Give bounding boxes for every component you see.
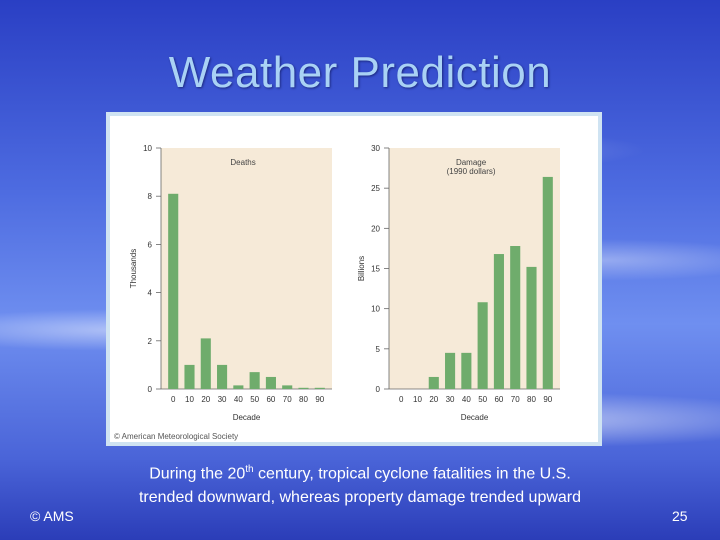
- damage-xtick-label: 0: [399, 395, 404, 404]
- damage-ytick-label: 25: [371, 184, 380, 193]
- deaths-xtick-label: 70: [283, 395, 292, 404]
- slide-title: Weather Prediction: [168, 48, 552, 97]
- figure-credit: © American Meteorological Society: [114, 432, 238, 441]
- deaths-xtick-label: 80: [299, 395, 308, 404]
- deaths-chart-title: Deaths: [230, 158, 255, 167]
- damage-bar: [428, 376, 439, 389]
- damage-bar: [493, 254, 504, 389]
- deaths-chart: 0 2 4 6 8 10 0 10 20 30 40 50 60 70 80 90 Deaths Decade Th…: [129, 144, 332, 422]
- deaths-ytick-label: 4: [148, 289, 153, 298]
- figure-frame: 0 2 4 6 8 10 0 10 20 30 40 50 60 70 80 90 Deaths Decade Th…: [106, 112, 602, 446]
- damage-xtick-label: 20: [429, 395, 438, 404]
- damage-bar: [461, 352, 472, 389]
- deaths-ytick-label: 10: [143, 144, 152, 153]
- damage-chart-title: Damage: [456, 158, 487, 167]
- deaths-xtick-label: 60: [266, 395, 275, 404]
- damage-ylabel: Billions: [357, 256, 366, 281]
- deaths-bar: [249, 372, 260, 389]
- deaths-bar: [217, 364, 228, 389]
- caption-text-end: century, tropical cyclone fatalities in …: [138, 465, 582, 507]
- deaths-bar: [168, 193, 179, 389]
- copyright-footer: © AMS: [30, 508, 74, 524]
- caption-superscript: th: [245, 464, 254, 475]
- damage-ytick-label: 15: [371, 265, 380, 274]
- deaths-xtick-label: 30: [218, 395, 227, 404]
- deaths-xlabel: Decade: [233, 413, 261, 422]
- damage-xtick-label: 70: [511, 395, 520, 404]
- damage-xtick-label: 10: [413, 395, 422, 404]
- damage-xtick-label: 40: [462, 395, 471, 404]
- deaths-xtick-label: 40: [234, 395, 243, 404]
- deaths-bar: [282, 385, 293, 389]
- damage-ytick-label: 20: [371, 224, 380, 233]
- damage-ytick-label: 10: [371, 305, 380, 314]
- deaths-bar: [298, 387, 309, 389]
- slide-caption: During the 20th century, tropical cyclon…: [130, 458, 590, 510]
- damage-xtick-label: 50: [478, 395, 487, 404]
- damage-ytick-label: 5: [376, 345, 381, 354]
- deaths-plot-area: [161, 148, 332, 389]
- deaths-bar: [184, 364, 195, 389]
- damage-chart-subtitle: (1990 dollars): [447, 167, 496, 176]
- caption-text-start: During the 20: [149, 465, 246, 483]
- deaths-bar: [265, 376, 276, 389]
- figure-panel: 0 2 4 6 8 10 0 10 20 30 40 50 60 70 80 90 Deaths Decade Th…: [110, 116, 598, 442]
- deaths-bar: [314, 387, 325, 389]
- damage-xtick-label: 90: [543, 395, 552, 404]
- deaths-xtick-label: 10: [185, 395, 194, 404]
- deaths-ylabel: Thousands: [129, 249, 138, 289]
- damage-xtick-label: 60: [494, 395, 503, 404]
- deaths-bar: [233, 385, 244, 389]
- damage-bar: [510, 246, 521, 389]
- page-number: 25: [672, 508, 688, 524]
- damage-xtick-label: 30: [446, 395, 455, 404]
- deaths-bar: [200, 338, 211, 389]
- damage-bar: [445, 352, 456, 389]
- deaths-ytick-label: 0: [148, 385, 153, 394]
- damage-bar: [477, 302, 488, 389]
- deaths-xtick-label: 0: [171, 395, 176, 404]
- deaths-ytick-label: 8: [148, 192, 153, 201]
- deaths-xtick-label: 20: [201, 395, 210, 404]
- deaths-xtick-label: 50: [250, 395, 259, 404]
- damage-ytick-label: 0: [376, 385, 381, 394]
- damage-bar: [526, 266, 537, 389]
- deaths-ytick-label: 2: [148, 337, 153, 346]
- deaths-xtick-label: 90: [315, 395, 324, 404]
- damage-xtick-label: 80: [527, 395, 536, 404]
- damage-ytick-label: 30: [371, 144, 380, 153]
- damage-bar: [542, 176, 553, 389]
- damage-chart: 0 5 10 15 20 25 30 0 10 20 30 40 50 60 70 80 90 Damage(19…: [357, 144, 560, 422]
- deaths-ytick-label: 6: [148, 240, 153, 249]
- damage-xlabel: Decade: [461, 413, 489, 422]
